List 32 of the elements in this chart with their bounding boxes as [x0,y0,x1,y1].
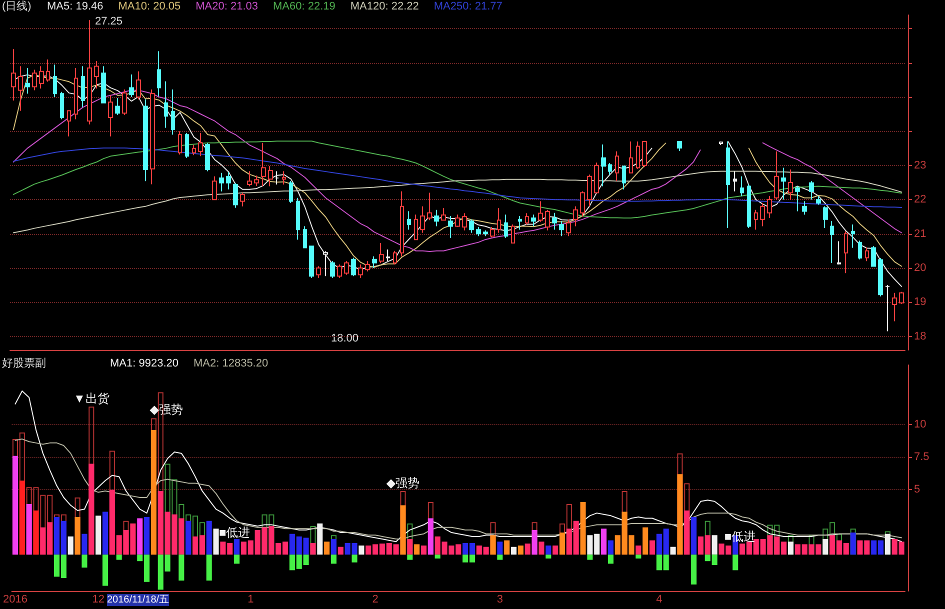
y-tick-label: 18 [914,330,926,342]
chart-title: 好股票副 [2,358,46,370]
y-tick-label: 23 [914,159,926,172]
x-tick-label: 2016 [2,594,28,606]
text: 2016/11/18/五 [107,594,170,606]
data-label: ▼出货 [73,392,110,406]
text: MA10: 20.05 [118,0,181,12]
x-tick-label: 12 [92,594,104,606]
text: MA250: 21.77 [434,0,502,12]
y-tick-label: 7.5 [914,451,930,464]
text: MA5: 19.46 [47,0,104,12]
text: MA60: 22.19 [273,0,336,12]
data-label: ◆强势 [386,476,420,490]
text: MA1: 9923.20 [110,358,178,370]
y-tick-label: 20 [914,262,926,274]
annotation: 27.25 [95,16,123,28]
x-tick-label: 2 [372,594,378,606]
text: MA2: 12835.20 [193,358,268,370]
y-tick-label: 19 [914,296,926,308]
x-tick-label: 4 [656,594,662,606]
chart-title: (日线) [2,0,32,12]
y-tick-label: 22 [914,194,926,206]
text: MA120: 22.22 [350,0,419,12]
y-tick-label: 5 [914,484,920,496]
data-label: ■低进 [724,530,756,544]
y-tick-label: 21 [914,228,926,240]
y-tick-label: 10 [914,418,926,431]
text: MA20: 21.03 [196,0,258,12]
annotation: 18.00 [331,332,359,344]
data-label: ■低进 [218,526,250,540]
x-tick-label: 1 [248,594,254,606]
x-tick-label: 3 [496,594,503,606]
